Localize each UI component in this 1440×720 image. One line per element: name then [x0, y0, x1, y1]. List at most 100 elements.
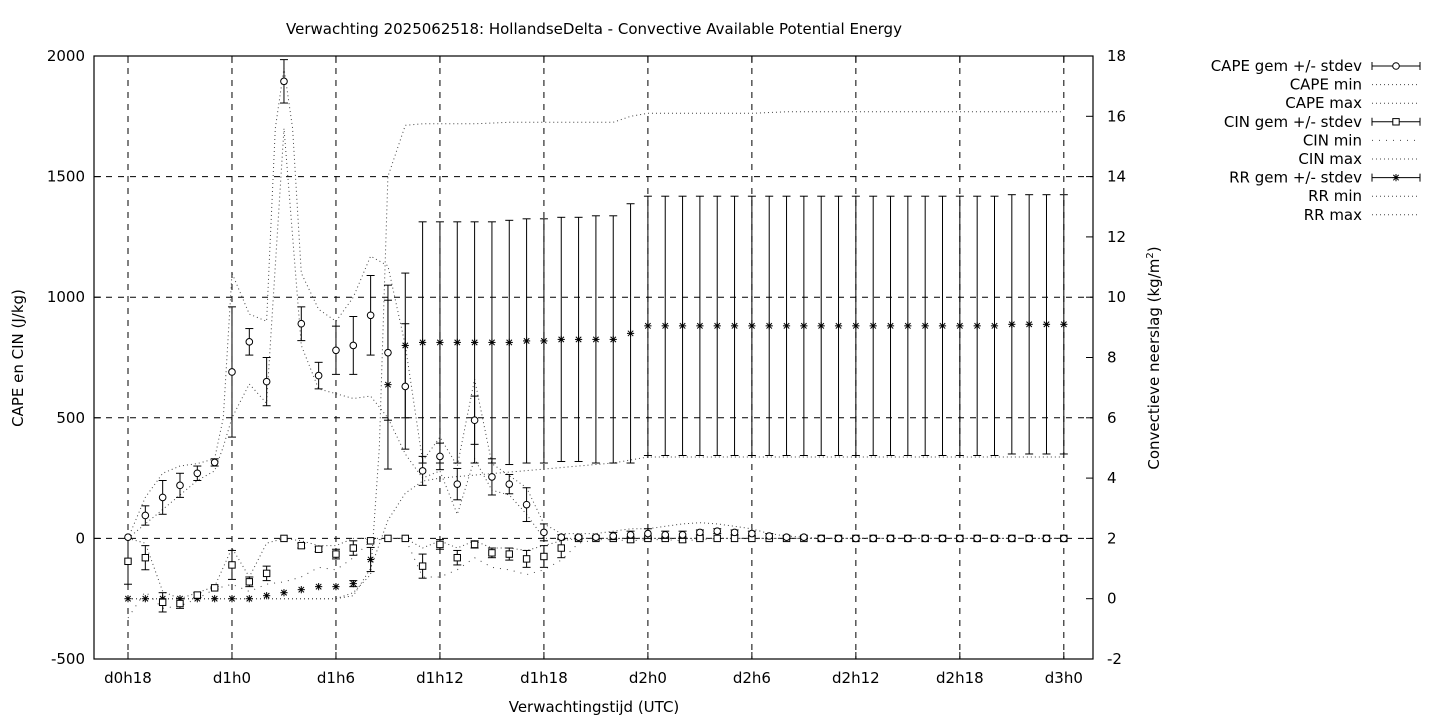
- cin-mean-point: [176, 599, 184, 608]
- y-tick-label: 2000: [47, 47, 85, 65]
- legend-label: RR gem +/- stdev: [1229, 169, 1362, 187]
- rr-mean-point: [245, 595, 253, 603]
- star-stroke: [228, 595, 236, 602]
- rr-mean-point: [453, 338, 461, 347]
- star-stroke: [644, 322, 651, 329]
- star-stroke: [298, 586, 305, 593]
- x-tick-label: d1h18: [520, 669, 568, 687]
- star-stroke: [506, 339, 513, 346]
- legend-label: CAPE min: [1290, 76, 1362, 94]
- star-stroke: [627, 330, 634, 337]
- cape-mean-point: [730, 528, 739, 537]
- legend-marker: [1392, 174, 1400, 182]
- rr-mean-point: [817, 322, 825, 330]
- rr-mean-point: [1042, 320, 1051, 328]
- rr-mean-point: [419, 338, 427, 347]
- cape-mean-point: [800, 533, 808, 541]
- star-stroke: [1026, 321, 1033, 328]
- star-stroke: [419, 339, 426, 346]
- cape-mean-point: [314, 371, 323, 380]
- star-stroke: [575, 336, 582, 343]
- y2-tick-label: 14: [1107, 168, 1126, 186]
- cape-mean-point: [1025, 534, 1033, 543]
- rr-mean-point: [782, 322, 791, 330]
- rr-mean-point: [522, 337, 531, 345]
- rr-mean-point: [609, 335, 617, 344]
- cin-mean-point: [557, 544, 565, 552]
- cin-mean-point: [540, 552, 548, 561]
- x-tick-label: d1h0: [213, 669, 251, 687]
- legend-label: CIN max: [1298, 150, 1362, 168]
- cin-mean-point: [332, 550, 340, 558]
- x-tick-label: d1h12: [416, 669, 464, 687]
- grid-lines: [94, 56, 1093, 659]
- star-stroke: [558, 336, 565, 343]
- rr-mean-point: [280, 589, 288, 597]
- rr-mean-point: [765, 322, 773, 330]
- cape-mean-point: [384, 348, 392, 357]
- cape-mean-point: [141, 511, 150, 520]
- chart-title: Verwachting 2025062518: HollandseDelta -…: [286, 20, 902, 38]
- cape-mean-point: [748, 529, 756, 538]
- y-tick-label: 1000: [47, 288, 85, 306]
- x-tick-label: d2h12: [832, 669, 880, 687]
- x-axis-label: Verwachtingstijd (UTC): [509, 698, 680, 716]
- cape-mean-point: [973, 534, 981, 543]
- cape-mean-point: [852, 534, 860, 543]
- data-series: [124, 59, 1068, 619]
- cin-mean-point: [453, 553, 461, 562]
- rr-mean-point: [904, 322, 912, 330]
- cape-mean-point: [557, 533, 566, 541]
- cin-mean-point: [193, 591, 202, 599]
- y-tick-label: -500: [51, 650, 85, 668]
- cape-mean-point: [817, 534, 826, 543]
- rr-mean-point: [211, 595, 219, 603]
- cape-mean-point: [626, 530, 635, 539]
- rr-mean-point: [730, 322, 739, 330]
- cape-mean-point: [678, 530, 687, 539]
- x-tick-label: d2h6: [733, 669, 771, 687]
- star-stroke: [748, 322, 755, 329]
- star-stroke: [904, 322, 911, 329]
- star-stroke: [939, 322, 946, 329]
- star-stroke: [471, 339, 478, 346]
- rr-mean-point: [141, 595, 149, 603]
- cape-mean-point: [609, 532, 618, 540]
- rr-mean-point: [644, 322, 652, 330]
- legend-label: RR min: [1308, 187, 1362, 205]
- rr-mean-point: [332, 583, 340, 591]
- cape-mean-point: [488, 473, 496, 481]
- cape-mean-point: [696, 528, 704, 537]
- star-stroke: [922, 322, 929, 329]
- y2-axis-label: Convectieve neerslag (kg/m2): [1145, 246, 1163, 469]
- cin-mean-point: [522, 555, 531, 563]
- star-stroke: [142, 595, 149, 602]
- star-stroke: [315, 583, 322, 590]
- cape-mean-point: [124, 533, 132, 541]
- rr-mean-point: [349, 580, 357, 588]
- cin-mean-point: [470, 540, 479, 549]
- star-stroke: [332, 583, 340, 590]
- rr-mean-point: [124, 595, 132, 603]
- cin-mean-point: [210, 584, 219, 592]
- star-stroke: [696, 322, 703, 329]
- cape-mean-point: [644, 529, 652, 538]
- rr-mean-point: [678, 322, 687, 330]
- star-stroke: [211, 595, 218, 602]
- cape-mean-point: [765, 532, 774, 540]
- cape-mean-point: [418, 467, 427, 475]
- rr-mean-point: [834, 322, 843, 330]
- cin-mean-point: [505, 550, 513, 558]
- cape-mean-point: [869, 534, 877, 543]
- cape-mean-point: [176, 481, 184, 490]
- rr-mean-point: [869, 322, 877, 330]
- star-stroke: [974, 322, 981, 329]
- star-stroke: [592, 336, 599, 343]
- cape-mean-point: [453, 480, 462, 488]
- rr-mean-point: [315, 583, 323, 591]
- rr-mean-point: [574, 335, 583, 344]
- legend-marker: [1392, 118, 1400, 126]
- cape-mean-point: [349, 341, 358, 350]
- y2-tick-label: 10: [1107, 288, 1126, 306]
- rr-mean-point: [921, 322, 929, 330]
